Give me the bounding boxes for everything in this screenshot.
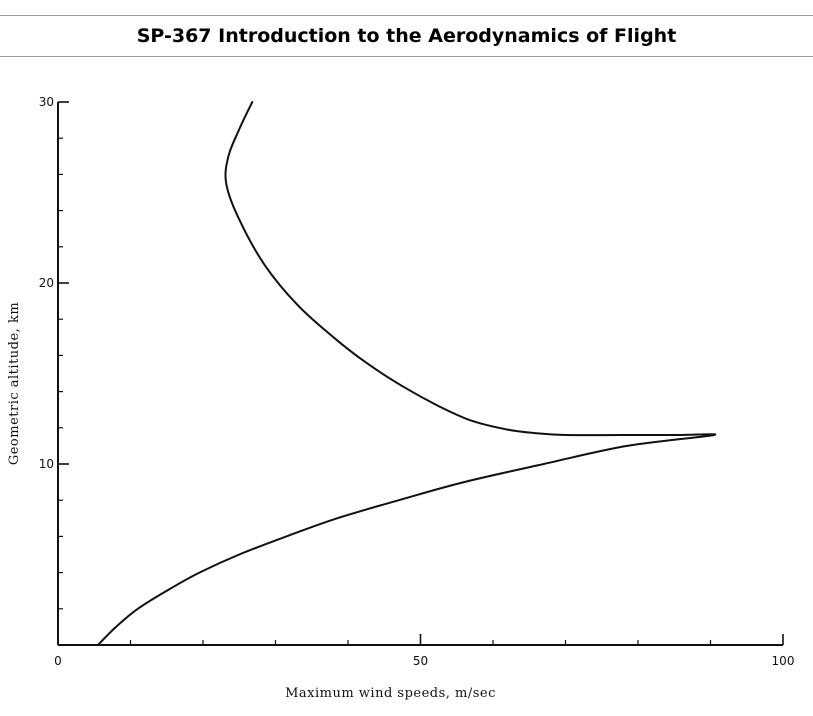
axes bbox=[57, 102, 783, 646]
x-axis-label: Maximum wind speeds, m/sec bbox=[285, 686, 496, 701]
tick-labels: 0 50 100 10 20 30 bbox=[39, 95, 795, 668]
minor-ticks bbox=[58, 137, 712, 645]
major-ticks bbox=[58, 101, 784, 645]
page-title: SP-367 Introduction to the Aerodynamics … bbox=[136, 25, 677, 47]
x-tick-label: 100 bbox=[772, 654, 795, 668]
y-axis-label: Geometric altitude, km bbox=[7, 302, 22, 465]
y-tick-label: 10 bbox=[39, 457, 54, 471]
y-tick-label: 20 bbox=[39, 276, 54, 290]
y-tick-label: 30 bbox=[39, 95, 54, 109]
wind-speed-profile-line bbox=[96, 101, 717, 646]
x-tick-label: 50 bbox=[413, 654, 428, 668]
x-tick-label: 0 bbox=[54, 654, 62, 668]
page-header: SP-367 Introduction to the Aerodynamics … bbox=[0, 15, 813, 57]
